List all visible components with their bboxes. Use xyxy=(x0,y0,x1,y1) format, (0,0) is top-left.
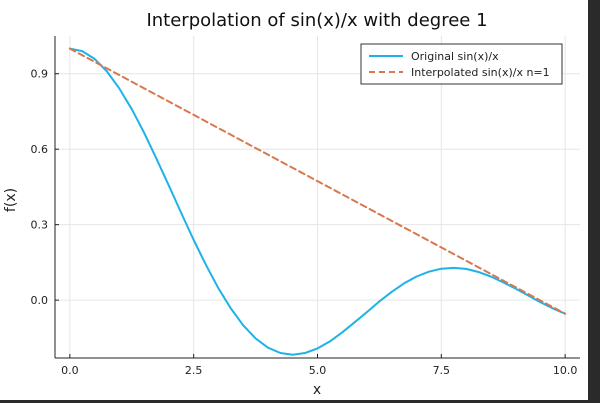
x-tick-label: 10.0 xyxy=(553,364,578,377)
legend-label-1: Original sin(x)/x xyxy=(411,50,499,63)
chart-figure: Interpolation of sin(x)/x with degree 1 … xyxy=(0,0,588,400)
y-tick-label: 0.3 xyxy=(31,219,49,232)
chart-title: Interpolation of sin(x)/x with degree 1 xyxy=(146,10,487,31)
legend-label-2: Interpolated sin(x)/x n=1 xyxy=(411,66,550,79)
x-tick-label: 7.5 xyxy=(433,364,451,377)
y-tick-label: 0.0 xyxy=(31,294,49,307)
x-tick-label: 0.0 xyxy=(61,364,79,377)
x-tick-label: 5.0 xyxy=(309,364,327,377)
series-line-1 xyxy=(68,47,567,356)
x-axis-label: x xyxy=(313,382,321,398)
chart-svg: Interpolation of sin(x)/x with degree 1 … xyxy=(3,10,580,398)
series-lines xyxy=(68,47,567,356)
legend-box xyxy=(360,43,563,85)
x-tick-label: 2.5 xyxy=(185,364,203,377)
tick-labels: 0.0 2.5 5.0 7.5 10.0 0.0 0.3 0.6 0.9 xyxy=(31,68,578,377)
y-tick-label: 0.9 xyxy=(31,68,49,81)
series-line-2 xyxy=(68,47,567,315)
legend: Original sin(x)/x Interpolated sin(x)/x n… xyxy=(360,43,563,85)
y-tick-label: 0.6 xyxy=(31,143,49,156)
y-axis-label: f(x) xyxy=(3,188,19,212)
plot-frame xyxy=(54,36,580,359)
